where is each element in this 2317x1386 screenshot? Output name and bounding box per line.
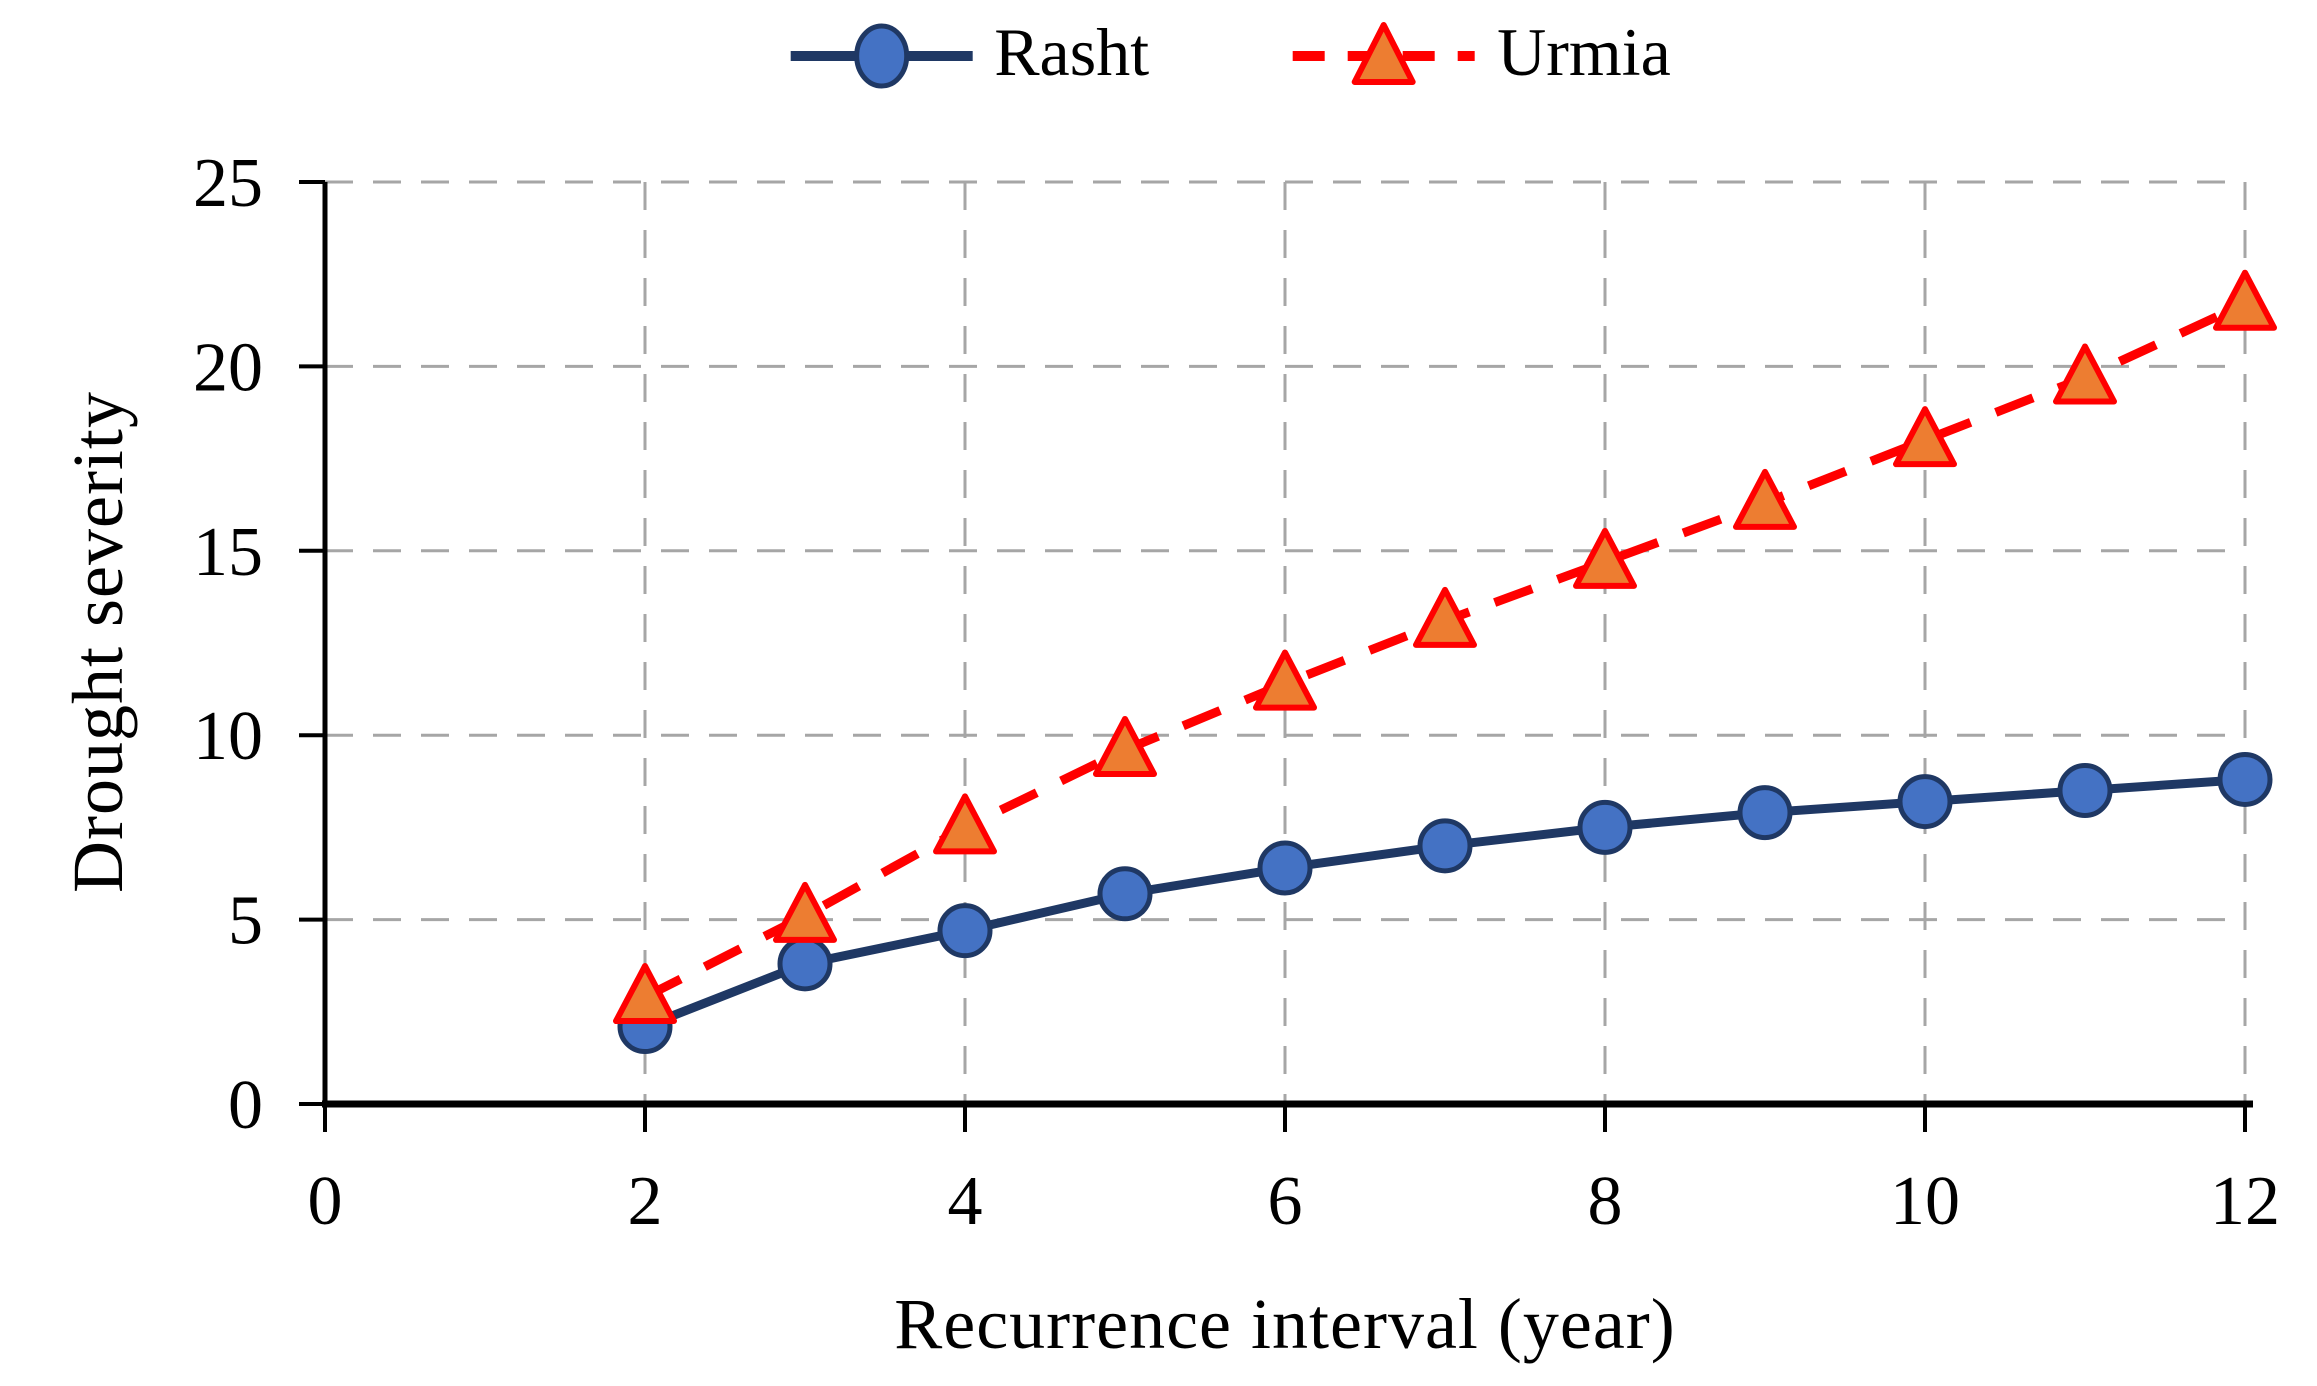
y-tick-label: 0 <box>228 1067 263 1144</box>
series-rasht <box>617 751 2273 1055</box>
chart-legend: Rasht Urmia <box>786 16 1671 94</box>
x-tick-label: 0 <box>308 1163 343 1240</box>
data-point-marker <box>1573 527 1637 589</box>
y-tick-label: 25 <box>193 145 263 222</box>
series-urmia <box>613 269 2277 1025</box>
circle-marker-icon <box>853 23 909 89</box>
y-tick-label: 5 <box>228 883 263 960</box>
data-point-marker <box>1733 468 1797 530</box>
data-point-marker <box>613 963 677 1025</box>
data-point-marker <box>937 903 993 959</box>
gridlines <box>325 180 2247 1104</box>
x-tick-label: 12 <box>2210 1163 2280 1240</box>
rasht-line-sample-icon <box>790 23 973 89</box>
data-point-marker <box>1897 774 1953 830</box>
legend-label-urmia: Urmia <box>1497 14 1671 90</box>
data-point-marker <box>1097 866 1153 922</box>
legend-item-urmia: Urmia <box>1289 16 1671 94</box>
legend-label-rasht: Rasht <box>994 14 1150 90</box>
axes <box>322 182 2253 1108</box>
x-tick-label: 2 <box>628 1163 663 1240</box>
data-point-marker <box>2217 751 2273 807</box>
x-tick-label: 8 <box>1588 1163 1623 1240</box>
data-point-marker <box>777 936 833 992</box>
tick-labels: 0 5 10 15 20 25 0 2 4 6 8 10 12 <box>193 145 2280 1240</box>
data-point-marker <box>2053 343 2117 405</box>
y-tick-label: 15 <box>193 514 263 591</box>
data-point-marker <box>1737 785 1793 841</box>
x-axis-title: Recurrence interval (year) <box>894 1284 1676 1364</box>
data-point-marker <box>933 793 997 855</box>
data-point-marker <box>773 881 837 943</box>
rasht-line <box>643 774 2246 1031</box>
data-series <box>613 269 2277 1055</box>
data-point-marker <box>1257 840 1313 896</box>
data-point-marker <box>1417 818 1473 874</box>
legend-item-rasht: Rasht <box>786 16 1149 94</box>
x-tick-label: 6 <box>1268 1163 1303 1240</box>
data-point-marker <box>1093 715 1157 777</box>
data-point-marker <box>1413 586 1477 648</box>
y-tick-label: 10 <box>193 698 263 775</box>
x-tick-label: 4 <box>948 1163 983 1240</box>
data-point-marker <box>1577 799 1633 855</box>
x-tick-label: 10 <box>1890 1163 1960 1240</box>
data-point-marker <box>1893 406 1957 468</box>
urmia-line <box>642 299 2247 1002</box>
triangle-marker-icon <box>1352 22 1417 85</box>
data-point-marker <box>2213 269 2277 331</box>
data-point-marker <box>2057 763 2113 819</box>
urmia-line-sample-icon <box>1293 22 1476 85</box>
axis-ticks <box>299 180 2247 1132</box>
data-point-marker <box>1253 649 1317 711</box>
y-axis-title: Drought severity <box>58 391 138 893</box>
y-tick-label: 20 <box>193 329 263 406</box>
